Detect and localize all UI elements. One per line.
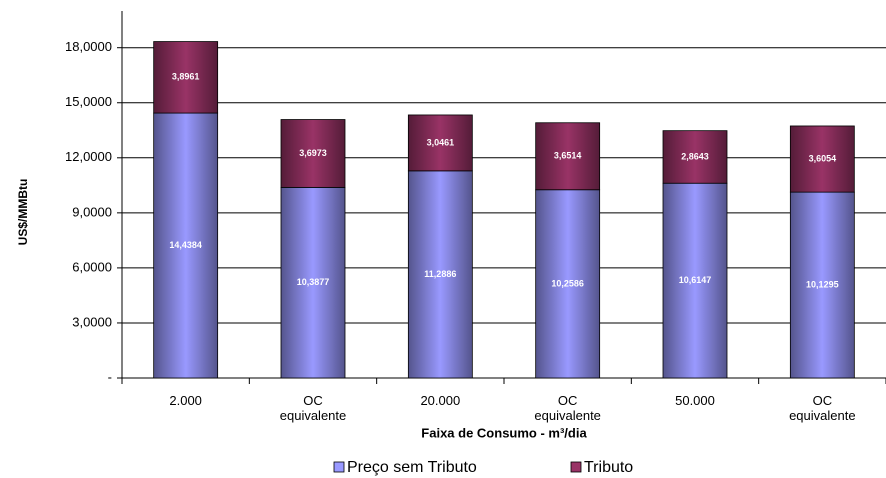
value-label: 14,4384 — [169, 240, 202, 250]
value-label: 3,6054 — [809, 153, 837, 163]
y-tick-label: 15,0000 — [65, 94, 112, 109]
x-tick-label: OC equivalente — [279, 393, 347, 423]
y-tick-label: - — [108, 369, 112, 384]
y-tick-label: 12,0000 — [65, 149, 112, 164]
value-label: 10,3877 — [297, 277, 330, 287]
legend-swatch — [570, 461, 582, 473]
value-label: 3,8961 — [172, 72, 200, 82]
value-label: 3,6973 — [299, 148, 327, 158]
y-tick-label: 6,0000 — [72, 259, 112, 274]
value-label: 3,6514 — [554, 151, 582, 161]
y-axis-title: US$/MMBtu — [16, 179, 30, 246]
y-tick-label: 18,0000 — [65, 39, 112, 54]
y-tick-label: 9,0000 — [72, 204, 112, 219]
value-label: 10,2586 — [551, 278, 584, 288]
value-label: 2,8643 — [681, 151, 709, 161]
x-tick-label: 20.000 — [420, 393, 461, 408]
value-label: 11,2886 — [424, 269, 456, 279]
value-label: 10,6147 — [679, 275, 712, 285]
legend-swatch — [333, 461, 345, 473]
value-label: 3,0461 — [427, 137, 455, 147]
x-axis-title: Faixa de Consumo - m³/dia — [421, 425, 587, 440]
y-tick-label: 3,0000 — [72, 314, 112, 329]
x-tick-label: OC equivalente — [789, 393, 856, 423]
value-label: 10,1295 — [806, 279, 839, 289]
x-tick-label: OC equivalente — [534, 393, 601, 423]
x-tick-label: 2.000 — [169, 393, 202, 408]
legend-label: Tributo — [584, 459, 633, 476]
x-tick-label: 50.000 — [675, 393, 715, 408]
legend-label: Preço sem Tributo — [347, 459, 477, 476]
